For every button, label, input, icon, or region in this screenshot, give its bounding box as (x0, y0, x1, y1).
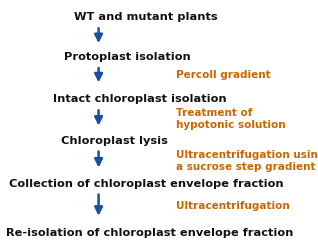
Text: WT and mutant plants: WT and mutant plants (74, 12, 218, 22)
Text: Intact chloroplast isolation: Intact chloroplast isolation (53, 94, 227, 104)
Text: Protoplast isolation: Protoplast isolation (64, 52, 190, 62)
Text: Ultracentrifugation using
a sucrose step gradient: Ultracentrifugation using a sucrose step… (176, 150, 318, 172)
Text: Treatment of
hypotonic solution: Treatment of hypotonic solution (176, 108, 286, 130)
Text: Percoll gradient: Percoll gradient (176, 70, 271, 80)
Text: Collection of chloroplast envelope fraction: Collection of chloroplast envelope fract… (9, 179, 284, 189)
Text: Chloroplast lysis: Chloroplast lysis (61, 136, 168, 146)
Text: Re-isolation of chloroplast envelope fraction: Re-isolation of chloroplast envelope fra… (6, 228, 293, 238)
Text: Ultracentrifugation: Ultracentrifugation (176, 201, 290, 211)
